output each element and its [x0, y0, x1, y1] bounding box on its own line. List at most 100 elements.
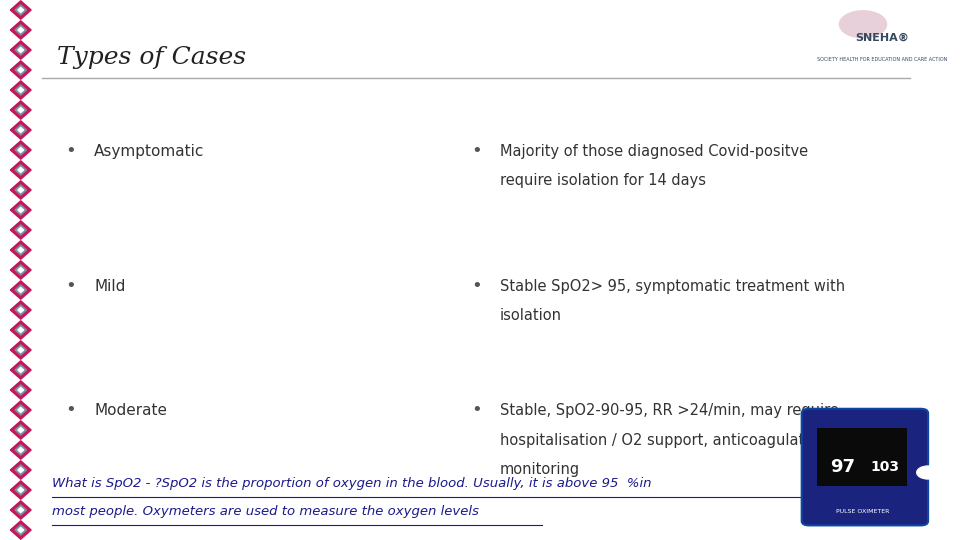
Polygon shape: [18, 428, 24, 433]
Circle shape: [917, 466, 940, 479]
Polygon shape: [18, 367, 24, 373]
Polygon shape: [11, 361, 31, 379]
Polygon shape: [18, 528, 24, 532]
Polygon shape: [15, 525, 27, 535]
Polygon shape: [18, 147, 24, 153]
Polygon shape: [15, 125, 27, 135]
Polygon shape: [18, 407, 24, 413]
Polygon shape: [15, 305, 27, 315]
Polygon shape: [15, 225, 27, 235]
Polygon shape: [18, 347, 24, 353]
Bar: [817, 428, 907, 486]
Circle shape: [839, 11, 887, 38]
Polygon shape: [15, 425, 27, 435]
Polygon shape: [15, 485, 27, 495]
Polygon shape: [11, 201, 31, 219]
Polygon shape: [18, 227, 24, 233]
Polygon shape: [15, 245, 27, 255]
Polygon shape: [15, 85, 27, 95]
Polygon shape: [18, 207, 24, 213]
Polygon shape: [15, 45, 27, 55]
Polygon shape: [15, 105, 27, 115]
Polygon shape: [18, 68, 24, 72]
Polygon shape: [15, 185, 27, 195]
Polygon shape: [15, 385, 27, 395]
Polygon shape: [11, 401, 31, 419]
Polygon shape: [18, 267, 24, 273]
Polygon shape: [18, 127, 24, 133]
Text: monitoring: monitoring: [500, 462, 580, 477]
Polygon shape: [11, 181, 31, 199]
Polygon shape: [18, 387, 24, 393]
Text: •: •: [65, 277, 76, 295]
Polygon shape: [18, 167, 24, 173]
Polygon shape: [11, 461, 31, 479]
Polygon shape: [11, 21, 31, 39]
Polygon shape: [11, 261, 31, 279]
Polygon shape: [11, 241, 31, 259]
Polygon shape: [15, 205, 27, 215]
Polygon shape: [15, 5, 27, 15]
FancyBboxPatch shape: [802, 409, 928, 525]
Text: most people. Oxymeters are used to measure the oxygen levels: most people. Oxymeters are used to measu…: [52, 505, 479, 518]
Polygon shape: [11, 321, 31, 339]
Polygon shape: [18, 247, 24, 253]
Text: PULSE OXIMETER: PULSE OXIMETER: [836, 509, 889, 514]
Polygon shape: [11, 381, 31, 399]
Text: •: •: [471, 401, 482, 420]
Polygon shape: [18, 107, 24, 112]
Text: Moderate: Moderate: [94, 403, 167, 418]
Text: •: •: [65, 142, 76, 160]
Polygon shape: [11, 221, 31, 239]
Polygon shape: [18, 488, 24, 492]
Text: What is SpO2 - ?SpO2 is the proportion of oxygen in the blood. Usually, it is ab: What is SpO2 - ?SpO2 is the proportion o…: [52, 477, 652, 490]
Text: Stable SpO2> 95, symptomatic treatment with: Stable SpO2> 95, symptomatic treatment w…: [500, 279, 845, 294]
Polygon shape: [11, 121, 31, 139]
Text: Majority of those diagnosed Covid-positve: Majority of those diagnosed Covid-positv…: [500, 144, 808, 159]
Text: •: •: [471, 277, 482, 295]
Text: Mild: Mild: [94, 279, 126, 294]
Polygon shape: [15, 285, 27, 295]
Polygon shape: [11, 81, 31, 99]
Polygon shape: [15, 505, 27, 515]
Polygon shape: [15, 65, 27, 75]
Polygon shape: [11, 441, 31, 459]
Text: isolation: isolation: [500, 308, 562, 323]
Polygon shape: [18, 307, 24, 313]
Polygon shape: [11, 341, 31, 359]
Polygon shape: [15, 465, 27, 475]
Polygon shape: [15, 145, 27, 155]
Text: •: •: [471, 142, 482, 160]
Text: Stable, SpO2-90-95, RR >24/min, may require: Stable, SpO2-90-95, RR >24/min, may requ…: [500, 403, 839, 418]
Text: 97: 97: [830, 458, 855, 476]
Polygon shape: [18, 508, 24, 512]
Polygon shape: [15, 365, 27, 375]
Polygon shape: [15, 265, 27, 275]
Polygon shape: [11, 421, 31, 439]
Polygon shape: [15, 445, 27, 455]
Polygon shape: [18, 87, 24, 92]
Text: SOCIETY HEALTH FOR EDUCATION AND CARE ACTION: SOCIETY HEALTH FOR EDUCATION AND CARE AC…: [817, 57, 948, 62]
Polygon shape: [15, 325, 27, 335]
Polygon shape: [18, 28, 24, 32]
Polygon shape: [18, 8, 24, 12]
Polygon shape: [15, 345, 27, 355]
Text: SNEHA®: SNEHA®: [855, 32, 909, 43]
Polygon shape: [11, 481, 31, 499]
Polygon shape: [15, 405, 27, 415]
Polygon shape: [15, 165, 27, 175]
Polygon shape: [11, 61, 31, 79]
Polygon shape: [18, 468, 24, 472]
Polygon shape: [11, 1, 31, 19]
Polygon shape: [18, 287, 24, 293]
Polygon shape: [18, 48, 24, 52]
Text: Types of Cases: Types of Cases: [57, 46, 246, 69]
Polygon shape: [18, 448, 24, 453]
Text: Asymptomatic: Asymptomatic: [94, 144, 204, 159]
Text: require isolation for 14 days: require isolation for 14 days: [500, 173, 706, 188]
Polygon shape: [11, 101, 31, 119]
Polygon shape: [11, 501, 31, 519]
Polygon shape: [18, 327, 24, 333]
Polygon shape: [11, 141, 31, 159]
Text: 103: 103: [871, 460, 900, 474]
